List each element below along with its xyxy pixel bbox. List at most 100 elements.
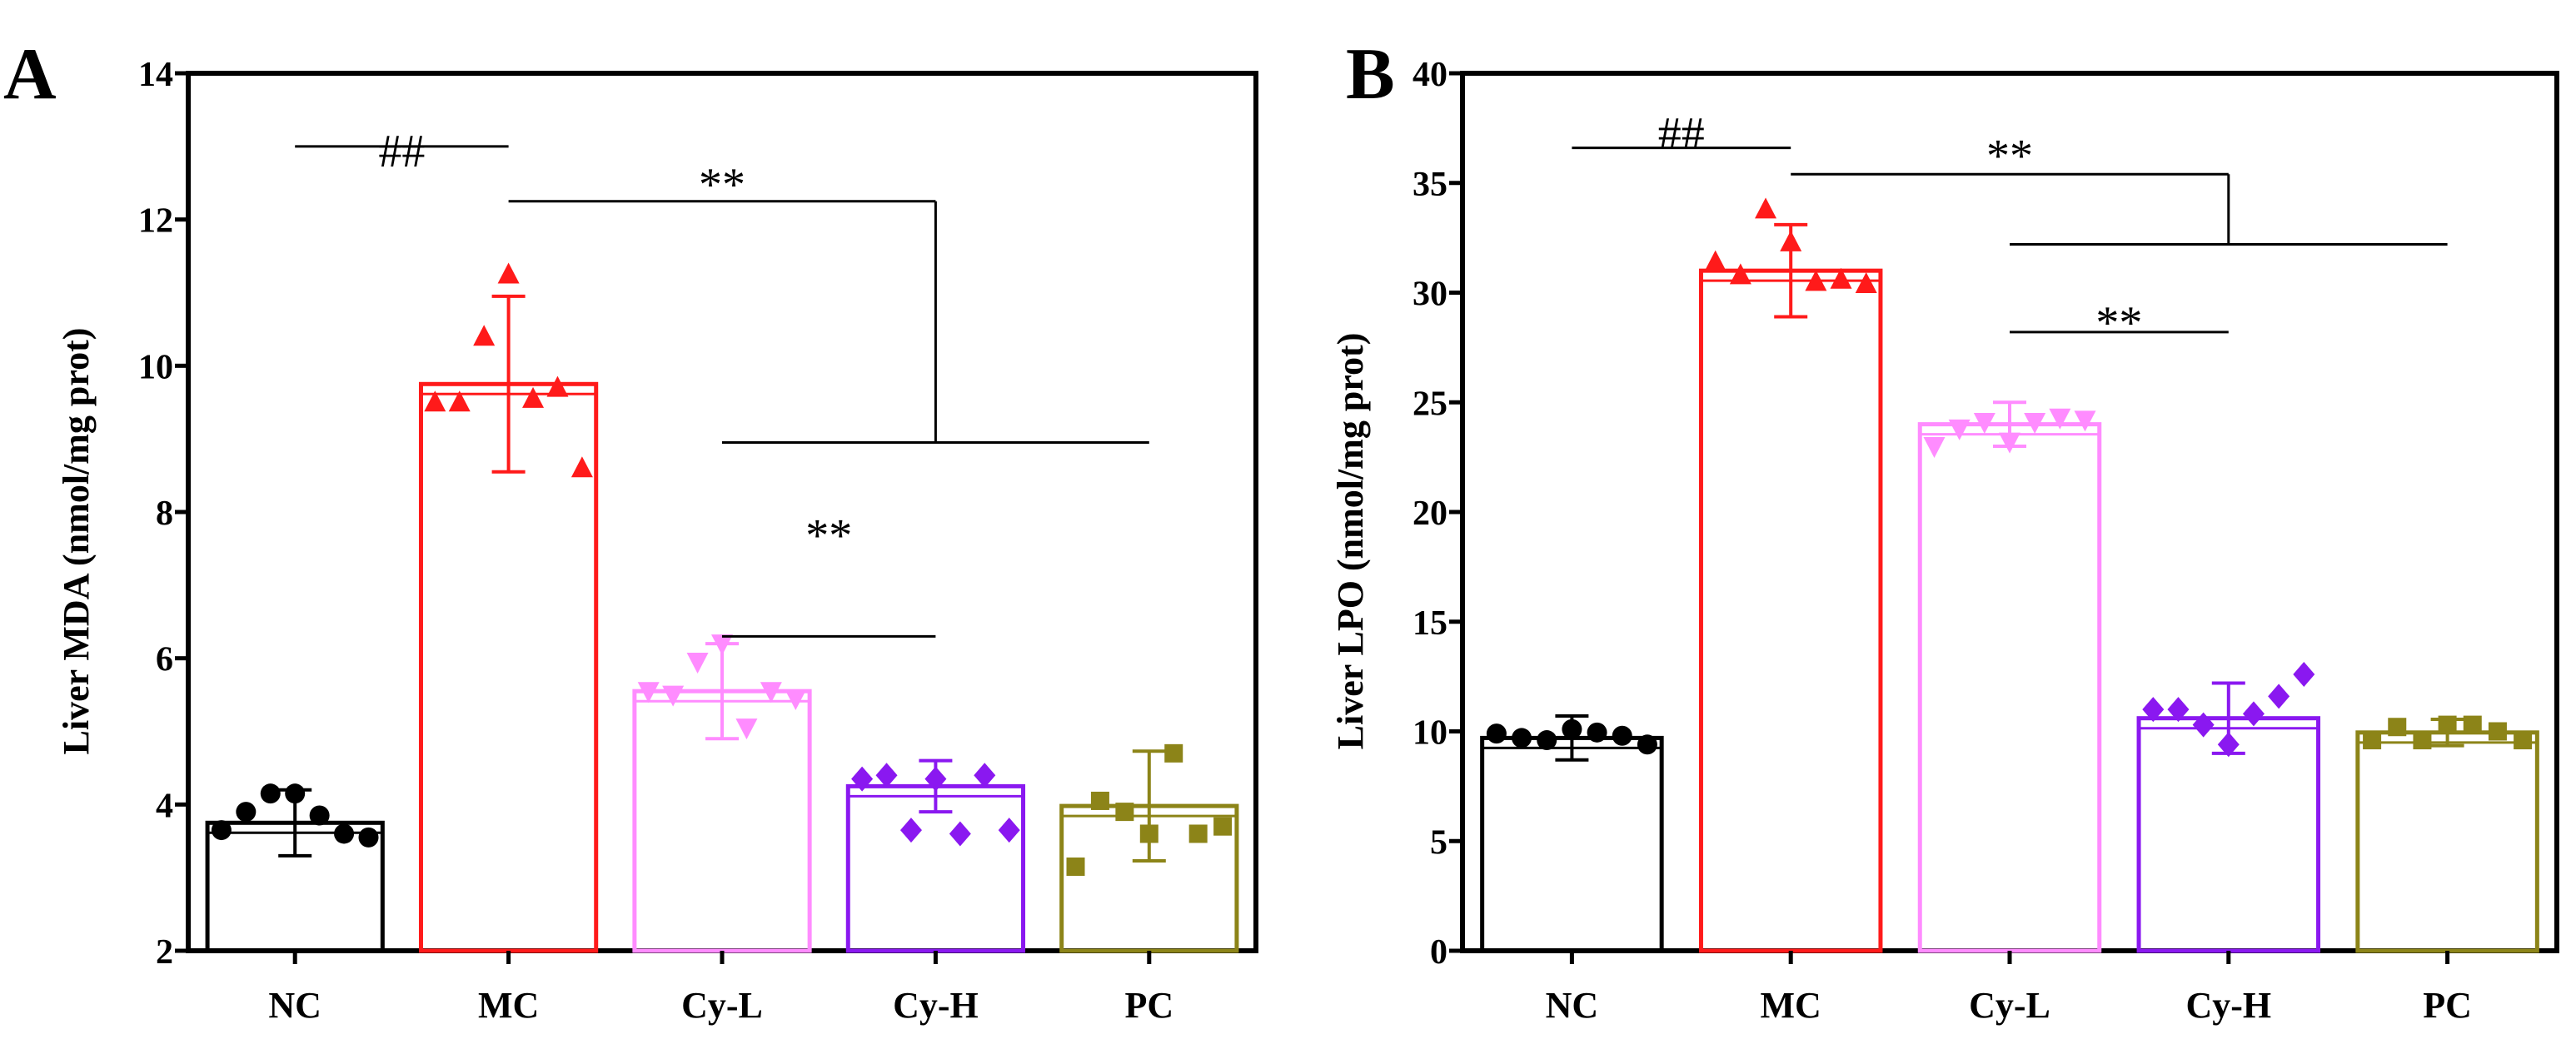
panel-b-bar-mc: [1698, 268, 1883, 953]
panel-a-data-point: [211, 820, 232, 841]
panel-a-letter: A: [3, 34, 57, 115]
panel-b-data-point: [1512, 728, 1532, 748]
panel-a-x-label: Cy-H: [893, 985, 979, 1026]
panel-b-y-tick-label: 15: [1413, 604, 1447, 643]
panel-a-y-tick-label: 6: [156, 641, 173, 679]
panel-a-y-tick-label: 12: [138, 202, 173, 241]
panel-a-data-point: [448, 390, 471, 412]
panel-b-data-point: [1486, 723, 1507, 744]
panel-a-sig-label: **: [805, 510, 852, 561]
panel-a-x-label: MC: [478, 985, 539, 1026]
panel-a-data-point: [1213, 817, 1233, 836]
panel-b-data-point: [1973, 412, 1996, 434]
panel-a-y-axis-title: Liver MDA (nmol/mg prot): [56, 328, 97, 755]
panel-b-data-point: [1729, 263, 1751, 285]
panel-b-data-point: [2167, 697, 2190, 723]
panel-b-data-point: [1948, 419, 1971, 440]
panel-b-data-point: [1704, 250, 1726, 271]
panel-a-data-point: [998, 818, 1020, 843]
panel-b-data-point: [2363, 731, 2382, 750]
panel-a-x-label: Cy-L: [681, 985, 763, 1026]
panel-a-data-point: [760, 682, 782, 703]
panel-b-data-point: [2242, 701, 2265, 727]
panel-a-data-point: [735, 718, 758, 740]
panel-b-y-tick-label: 35: [1413, 166, 1447, 204]
panel-b-sig-label: **: [1986, 130, 2033, 181]
panel-a-data-point: [334, 823, 355, 844]
panel-a-data-point: [571, 456, 593, 478]
panel-a-sig-label: ##: [378, 126, 425, 177]
panel-a-data-point: [686, 653, 709, 674]
panel-b-y-tick-label: 30: [1413, 276, 1447, 314]
panel-b-y-axis-title: Liver LPO (nmol/mg prot): [1330, 333, 1371, 750]
panel-a-x-label: NC: [268, 985, 321, 1026]
panel-a-data-point: [236, 802, 257, 823]
panel-b-data-point: [2413, 731, 2432, 750]
panel-b-data-point: [2024, 412, 2046, 434]
panel-b-data-point: [2192, 712, 2215, 738]
panel-a-y-tick-label: 4: [156, 787, 173, 825]
panel-b-data-point: [2049, 408, 2071, 430]
panel-b-data-point: [2268, 684, 2290, 709]
panel-b-sig-label: **: [2095, 297, 2142, 349]
panel-b-sig-label: ##: [1658, 108, 1705, 160]
panel-b-x-label: Cy-L: [1969, 985, 2050, 1026]
panel-b-data-point: [1587, 722, 1607, 743]
panel-b-data-point: [2514, 731, 2533, 750]
panel-b-letter: B: [1346, 34, 1395, 115]
panel-b-y-tick-label: 10: [1413, 714, 1447, 753]
panel-a-data-point: [1188, 824, 1208, 843]
panel-b-x-label: NC: [1546, 985, 1599, 1026]
panel-b-data-point: [2142, 697, 2165, 723]
panel-a-data-point: [974, 763, 996, 788]
panel-a-data-point: [1115, 803, 1134, 822]
panel-b-data-point: [1755, 197, 1777, 219]
panel-a-data-point: [424, 390, 446, 412]
panel-b-data-point: [2293, 661, 2315, 687]
panel-b-plot-frame: [1460, 71, 2559, 953]
panel-b-data-point: [2488, 722, 2507, 741]
panel-b-data-point: [1923, 436, 1946, 458]
panel-a-sig-label: **: [699, 159, 745, 211]
panel-b-bar-pc: [2355, 730, 2539, 953]
panel-b-y-tick-label: 0: [1430, 933, 1447, 972]
panel-b-data-point: [2388, 718, 2407, 737]
panel-b-data-point: [1805, 270, 1827, 291]
panel-a-data-point: [260, 783, 281, 804]
panel-a-data-point: [785, 689, 807, 710]
panel-a-data-point: [358, 827, 379, 848]
panel-b-data-point: [2074, 410, 2096, 432]
panel-a-data-point: [546, 375, 569, 397]
panel-a-data-point: [1164, 743, 1183, 763]
panel-a-y-tick-label: 10: [138, 348, 173, 386]
panel-b-x-label: Cy-H: [2185, 985, 2271, 1026]
panel-b-y-tick-label: 25: [1413, 385, 1447, 423]
panel-a: A Liver MDA (nmol/mg prot) 2 4 6 8 10 12 14 NC M…: [3, 34, 1258, 1026]
panel-b-bar-nc: [1480, 735, 1664, 953]
panel-a-x-label: PC: [1124, 985, 1173, 1026]
panel-a-data-point: [473, 325, 496, 346]
panel-b-data-point: [1830, 267, 1852, 289]
panel-a-y-tick-label: 8: [156, 495, 173, 533]
panel-a-data-point: [662, 685, 685, 707]
panel-b: B Liver LPO (nmol/mg prot) 0 5 10 15 20 25 30 3…: [1330, 34, 2559, 1026]
panel-a-data-point: [851, 766, 874, 792]
panel-a-data-point: [522, 386, 545, 408]
panel-b-y-tick-label: 40: [1413, 56, 1447, 94]
panel-b-data-point: [1637, 734, 1657, 755]
panel-a-data-point: [949, 821, 971, 847]
panel-b-y-tick-label: 5: [1430, 823, 1447, 862]
panel-b-x-label: MC: [1761, 985, 1821, 1026]
panel-b-y-tick-label: 20: [1413, 495, 1447, 533]
panel-a-data-point: [1066, 857, 1085, 876]
panel-a-data-point: [1090, 791, 1109, 810]
panel-a-y-tick-label: 2: [156, 933, 173, 972]
panel-b-bar-cy-l: [1917, 422, 2102, 953]
panel-b-data-point: [1855, 271, 1877, 293]
panel-a-data-point: [309, 805, 330, 826]
panel-a-data-point: [637, 682, 660, 703]
panel-a-data-point: [899, 818, 922, 843]
panel-b-data-point: [1537, 730, 1557, 751]
panel-b-data-point: [2463, 715, 2482, 734]
